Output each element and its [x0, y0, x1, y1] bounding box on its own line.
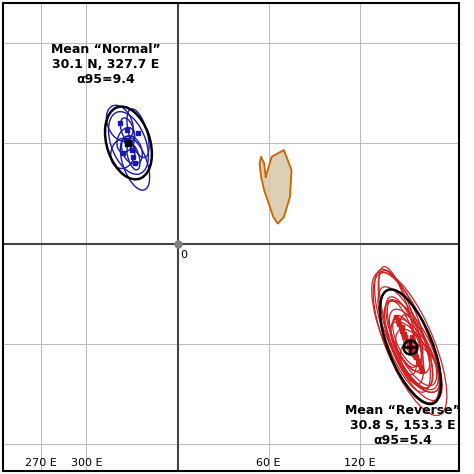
Text: 270 E: 270 E: [25, 458, 56, 468]
Text: 300 E: 300 E: [71, 458, 102, 468]
Polygon shape: [260, 150, 292, 224]
Text: 60 E: 60 E: [256, 458, 281, 468]
Text: Mean “Reverse”
30.8 S, 153.3 E
α95=5.4: Mean “Reverse” 30.8 S, 153.3 E α95=5.4: [345, 404, 460, 447]
Text: 0: 0: [181, 250, 188, 260]
Text: Mean “Normal”
30.1 N, 327.7 E
α95=9.4: Mean “Normal” 30.1 N, 327.7 E α95=9.4: [51, 43, 161, 86]
Text: 120 E: 120 E: [344, 458, 376, 468]
